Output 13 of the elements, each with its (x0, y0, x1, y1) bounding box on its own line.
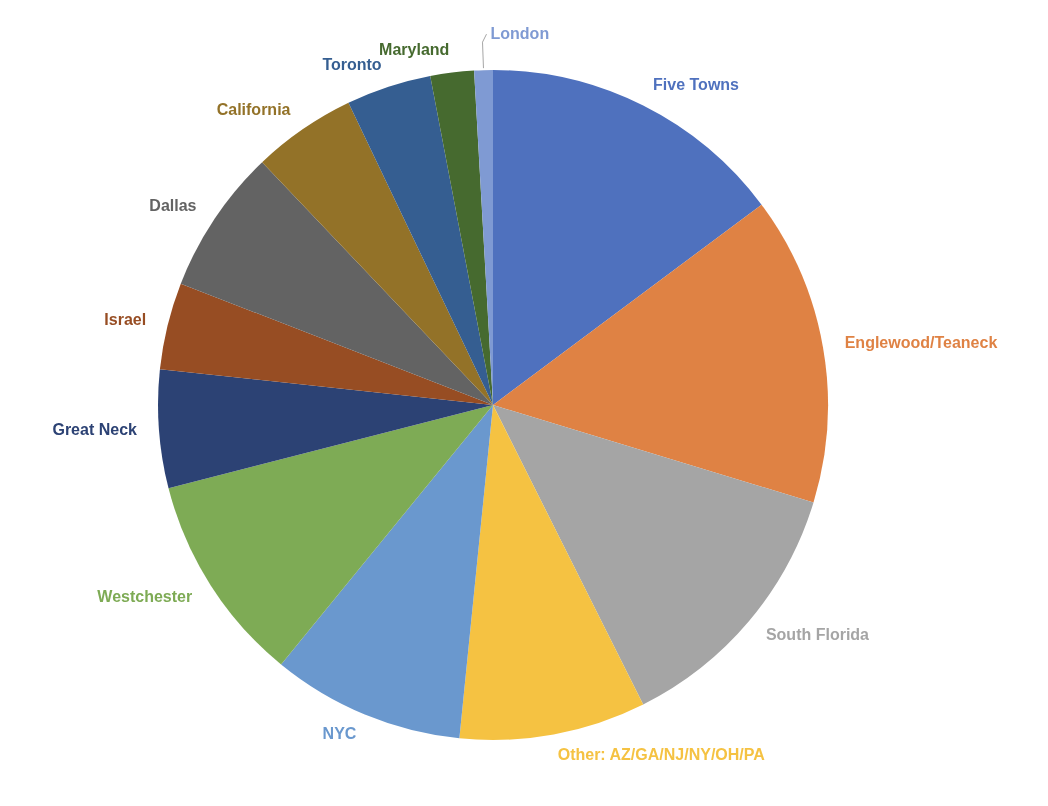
slice-label: Israel (104, 310, 147, 328)
slice-label: Englewood/Teaneck (844, 334, 998, 352)
slice-label: NYC (322, 725, 357, 743)
slice-label: Other: AZ/GA/NJ/NY/OH/PA (557, 746, 766, 764)
slice-label: Great Neck (52, 421, 138, 439)
slice-label: South Florida (765, 625, 870, 643)
slice-label: Dallas (149, 196, 197, 214)
slice-label: Maryland (379, 41, 450, 59)
slice-label: Westchester (97, 587, 193, 605)
slice-label: Five Towns (653, 76, 740, 94)
slice-label: London (490, 24, 550, 42)
slice-label: Toronto (322, 56, 382, 74)
slice-label: California (216, 101, 291, 119)
